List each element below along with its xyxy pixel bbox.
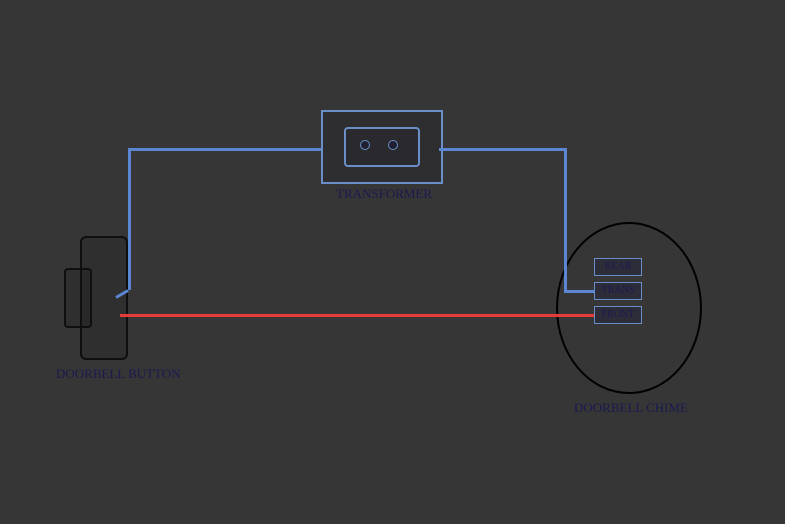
doorbell-button-flap [64, 268, 92, 328]
wire-blue-button-up [128, 148, 131, 290]
wiring-diagram: TRANSFORMER DOORBELL BUTTON DOORBELL CHI… [0, 0, 785, 524]
chime-terminal-front: FRONT [594, 306, 642, 324]
doorbell-chime-label: DOORBELL CHIME [574, 400, 688, 416]
wire-blue-to-transformer-left [128, 148, 321, 151]
wire-red-front [120, 314, 594, 317]
wire-blue-to-trans-terminal [564, 290, 594, 293]
transformer-screw-left [360, 140, 370, 150]
transformer-inner-box [344, 127, 420, 167]
chime-terminal-rear: REAR [594, 258, 642, 276]
transformer-screw-right [388, 140, 398, 150]
wire-blue-transformer-right-v [564, 148, 567, 290]
wire-blue-transformer-right-h [439, 148, 567, 151]
doorbell-button-label: DOORBELL BUTTON [56, 366, 181, 382]
chime-terminal-trans: TRANS [594, 282, 642, 300]
transformer-label: TRANSFORMER [336, 186, 432, 202]
